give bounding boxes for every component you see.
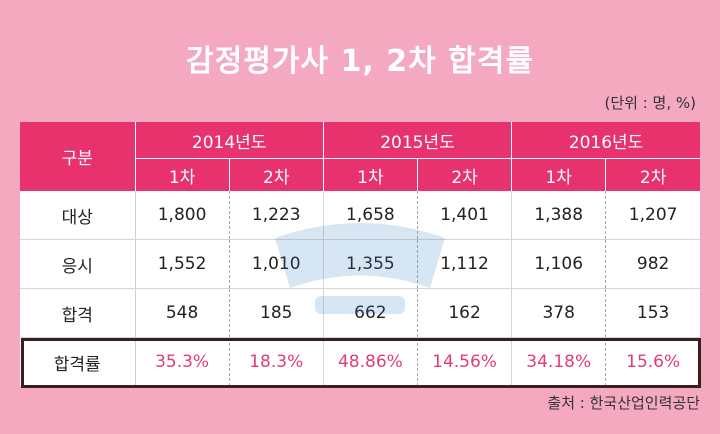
year-2015-header: 2015년도 — [322, 122, 512, 159]
stage-header: 1차 — [134, 158, 230, 191]
unit-note: (단위 : 명, %) — [604, 94, 696, 112]
table-cell: 1,355 — [322, 239, 418, 289]
table-row: 대상 1,800 1,223 1,658 1,401 1,388 1,207 — [20, 191, 700, 240]
row-label: 응시 — [20, 239, 136, 289]
table-cell: 982 — [605, 239, 700, 289]
source-note: 출처 : 한국산업인력공단 — [547, 394, 700, 412]
table-cell: 1,401 — [416, 191, 512, 240]
table-cell: 1,106 — [511, 239, 606, 289]
table-cell: 162 — [416, 288, 512, 338]
stage-header: 1차 — [322, 158, 418, 191]
table-cell: 185 — [228, 288, 324, 338]
row-label: 합격률 — [20, 337, 136, 386]
stage-header: 1차 — [511, 158, 606, 191]
table-row: 응시 1,552 1,010 1,355 1,112 1,106 982 — [20, 239, 700, 289]
rate-cell: 15.6% — [605, 337, 700, 386]
table-cell: 1,010 — [228, 239, 324, 289]
table-row: 합격 548 185 662 162 378 153 — [20, 288, 700, 338]
stage-header: 2차 — [228, 158, 324, 191]
table-cell: 1,552 — [134, 239, 230, 289]
table-cell: 378 — [511, 288, 606, 338]
rate-cell: 34.18% — [511, 337, 606, 386]
table-cell: 548 — [134, 288, 230, 338]
row-header-cell: 구분 — [20, 122, 136, 191]
table-cell: 153 — [605, 288, 700, 338]
table-cell: 1,800 — [134, 191, 230, 240]
row-label: 합격 — [20, 288, 136, 338]
rate-cell: 48.86% — [322, 337, 418, 386]
rate-cell: 14.56% — [416, 337, 512, 386]
table-cell: 662 — [322, 288, 418, 338]
table-cell: 1,658 — [322, 191, 418, 240]
stage-header: 2차 — [416, 158, 512, 191]
table-cell: 1,112 — [416, 239, 512, 289]
table-cell: 1,223 — [228, 191, 324, 240]
table-cell: 1,388 — [511, 191, 606, 240]
rate-cell: 18.3% — [228, 337, 324, 386]
rate-cell: 35.3% — [134, 337, 230, 386]
pass-rate-table: 구분 2014년도 2015년도 2016년도 1차 2차 1차 2차 1차 2… — [20, 122, 700, 386]
year-2016-header: 2016년도 — [511, 122, 700, 159]
pass-rate-row: 합격률 35.3% 18.3% 48.86% 14.56% 34.18% 15.… — [20, 337, 700, 386]
row-label: 대상 — [20, 191, 136, 240]
table-cell: 1,207 — [605, 191, 700, 240]
stage-header: 2차 — [605, 158, 700, 191]
page-title: 감정평가사 1, 2차 합격률 — [186, 44, 534, 79]
year-2014-header: 2014년도 — [134, 122, 324, 159]
